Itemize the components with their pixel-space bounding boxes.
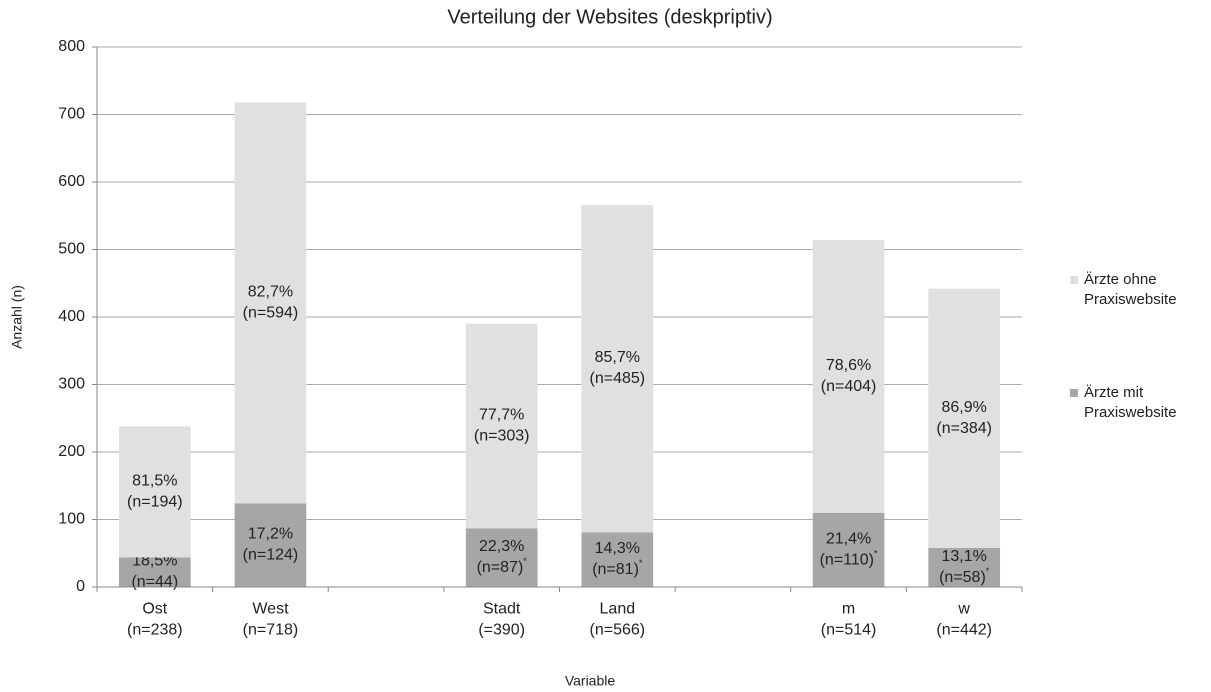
legend-swatch: [1070, 276, 1078, 284]
y-tick-label: 300: [58, 376, 85, 393]
x-tick-label: West (n=718): [243, 601, 299, 639]
bar-segment: [928, 547, 1001, 587]
bar-segment: [118, 426, 191, 558]
x-tick-label: m (n=514): [821, 601, 877, 639]
legend-swatch: [1070, 389, 1078, 397]
data-label: 78,6% (n=404): [821, 357, 877, 395]
data-label: 82,7% (n=594): [243, 284, 299, 322]
bar-segment: [928, 288, 1001, 548]
data-label: 77,7% (n=303): [474, 407, 530, 445]
bar-segment: [812, 512, 885, 587]
legend-label: Ärzte mit Praxiswebsite: [1084, 384, 1177, 421]
bar-segment: [234, 503, 307, 587]
data-label: 85,7% (n=485): [590, 349, 646, 387]
legend-label: Ärzte ohne Praxiswebsite: [1084, 271, 1177, 308]
y-tick-label: 400: [58, 308, 85, 325]
data-label: 13,1% (n=58)*: [939, 548, 990, 586]
x-tick-label: Ost (n=238): [127, 601, 183, 639]
chart-title: Verteilung der Websites (deskpriptiv): [447, 6, 772, 28]
y-tick-label: 100: [58, 511, 85, 528]
y-tick-label: 600: [58, 173, 85, 190]
data-label: 21,4% (n=110)*: [820, 531, 878, 569]
bar-segment: [581, 204, 654, 533]
bar-segment: [465, 323, 538, 529]
data-label: 14,3% (n=81)*: [592, 540, 643, 578]
bar-segment: [118, 557, 191, 587]
y-axis-label: Anzahl (n): [9, 285, 25, 349]
x-tick-label: Stadt (=390): [478, 601, 525, 639]
y-tick-label: 700: [58, 106, 85, 123]
data-label: 81,5% (n=194): [127, 473, 183, 511]
y-tick-label: 800: [58, 38, 85, 55]
x-axis-label: Variable: [565, 673, 616, 689]
data-label: 86,9% (n=384): [936, 399, 992, 437]
data-label: 22,3% (n=87)*: [477, 538, 528, 576]
x-tick-label: Land (n=566): [590, 601, 646, 639]
bar-segment: [234, 102, 307, 504]
y-tick-label: 200: [58, 443, 85, 460]
bar-segment: [812, 240, 885, 513]
bar-segment: [465, 528, 538, 587]
y-tick-label: 500: [58, 241, 85, 258]
bar-segment: [581, 532, 654, 587]
x-tick-label: w (n=442): [936, 601, 992, 639]
data-label: 17,2% (n=124): [243, 526, 299, 564]
y-tick-label: 0: [76, 578, 85, 595]
